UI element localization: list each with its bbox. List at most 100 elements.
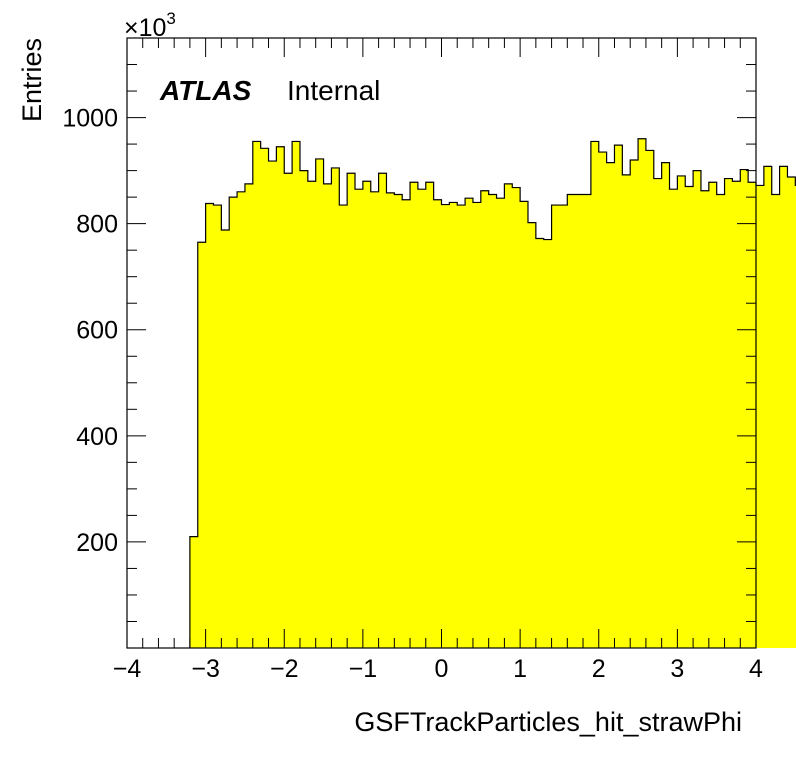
histogram-bar [433,199,442,649]
histogram-bar [221,230,230,648]
histogram-bar [292,141,301,648]
histogram-bar [551,205,560,648]
histogram-bar [496,198,505,649]
y-multiplier-label: ×103 [124,9,176,42]
x-tick-label: −4 [113,655,142,683]
histogram-bar [575,194,584,648]
y-multiplier-base: ×10 [124,14,166,42]
histogram-bar [638,138,647,649]
histogram-bar [457,205,466,648]
histogram-bar [590,141,600,648]
histogram-bar [763,166,773,648]
histogram-bar [614,145,623,648]
tick-labels: −4 −3 −2 −1 0 1 2 3 4 200 400 600 800 1000 [62,105,763,683]
histogram-bar [205,203,214,648]
histogram-bar [677,175,686,649]
histogram-bar [598,152,608,649]
histogram-bar [237,191,246,648]
histogram-bar [685,186,694,649]
x-tick-label: 3 [670,655,684,683]
histogram-bar [622,174,631,648]
histogram-bar [299,170,309,648]
histogram-bar [669,189,678,648]
histogram-bar [732,181,741,648]
histogram-bar [370,191,379,648]
histogram-outline [189,138,796,648]
histogram-bar [362,181,372,648]
histogram-bar [480,190,490,649]
histogram-bar [244,183,254,648]
histogram-bar [268,161,277,649]
histogram-bar [559,205,568,648]
axis-ticks [126,37,757,648]
histogram-bar [386,192,395,648]
x-tick-label: −3 [191,655,220,683]
histogram-bar [716,194,725,648]
histogram-bar [425,182,435,648]
x-tick-label: 2 [592,655,606,683]
histogram-bar [700,190,710,649]
x-tick-label: 1 [513,655,527,683]
y-tick-label: 400 [76,423,118,451]
y-tick-label: 1000 [62,105,118,133]
histogram-bar [347,173,356,648]
y-tick-label: 800 [76,211,118,239]
histogram-bar [378,173,387,648]
histogram-bar [740,169,749,648]
histogram-bar [213,205,222,648]
histogram-bar [252,141,262,648]
histogram-bar [606,162,615,649]
y-multiplier-exponent: 3 [166,9,175,28]
histogram-bar [402,199,411,649]
histogram-bar [535,238,545,649]
histogram-bar [339,205,348,648]
histogram-bar [504,183,513,648]
x-axis-title: GSFTrackParticles_hit_strawPhi [354,707,742,737]
histogram-bar [653,178,663,648]
histogram-bar [229,197,238,648]
atlas-label: ATLAS [159,75,252,106]
histogram-bar [331,167,340,648]
x-tick-label: −1 [349,655,378,683]
histogram-bar [260,148,269,648]
x-tick-label: 4 [749,655,763,683]
histogram-bar [417,189,427,648]
histogram-bar [307,181,317,648]
histogram-bar [394,194,403,648]
histogram-bar [323,183,332,648]
histogram-bar [708,182,718,648]
histogram-bar [543,239,552,648]
y-tick-label: 600 [76,317,118,345]
histogram-bar [748,182,757,648]
histogram-bar [779,166,788,648]
histogram-bar [315,158,324,648]
histogram-bar [527,222,537,648]
histogram-bar [197,242,207,648]
histogram-bar [724,178,733,648]
histogram-bar [441,204,450,648]
histogram-bar [771,194,780,648]
histogram-bar [276,146,285,648]
histogram-bar [512,187,521,648]
internal-label: Internal [287,75,380,106]
histogram-bar [645,150,655,648]
histogram-bar [756,185,765,648]
histogram-bar [465,198,474,649]
y-axis-title: Entries [17,38,47,122]
histogram-bar [284,173,293,648]
histogram-bar [583,194,592,648]
histogram-bar [472,202,482,648]
histogram-bar [488,194,497,648]
histogram-bars [189,138,796,649]
histogram-bar [410,182,419,648]
histogram-bar [693,170,702,648]
histogram-bar [449,202,458,648]
histogram-bar [630,160,639,648]
histogram-bar [520,201,529,649]
y-tick-label: 200 [76,529,118,557]
histogram-bar [189,536,199,648]
histogram-bar [355,189,364,648]
x-tick-label: 0 [435,655,449,683]
histogram-bar [787,176,796,648]
